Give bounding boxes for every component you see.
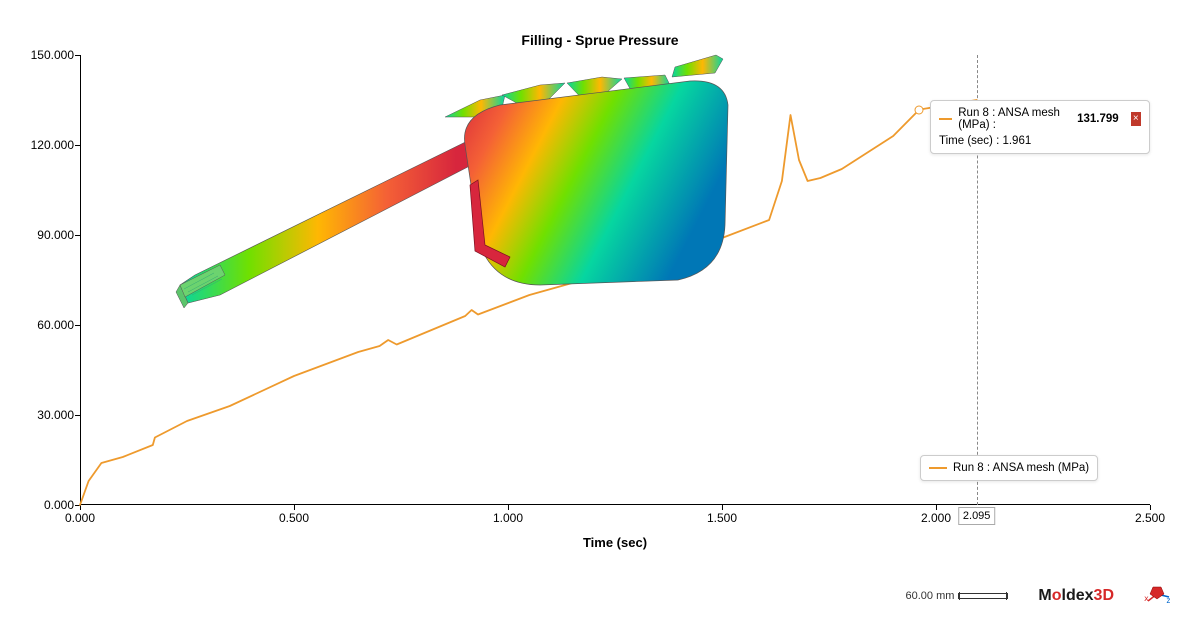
- svg-text:x: x: [1144, 594, 1149, 603]
- scale-label: 60.00 mm: [906, 590, 955, 602]
- time-cursor-label: 2.095: [958, 507, 996, 525]
- scale-bar-graphic: [958, 593, 1008, 599]
- brand-logo: Moldex3D: [1038, 587, 1114, 605]
- xtick: 1.000: [493, 511, 523, 525]
- probe-swatch: [939, 118, 952, 120]
- ytick: 30.000: [19, 408, 74, 422]
- probe-tooltip[interactable]: Run 8 : ANSA mesh (MPa) : 131.799 × Time…: [930, 100, 1150, 154]
- footer: 60.00 mm Moldex3D x z: [906, 583, 1171, 609]
- ytick: 120.000: [19, 138, 74, 152]
- probe-time-label: Time (sec) : 1.961: [939, 135, 1031, 147]
- plot-area: 0.000 30.000 60.000 90.000 120.000 150.0…: [80, 55, 1150, 505]
- legend-label: Run 8 : ANSA mesh (MPa): [953, 462, 1089, 474]
- xtick: 0.500: [279, 511, 309, 525]
- ytick: 60.000: [19, 318, 74, 332]
- probe-value: 131.799: [1077, 113, 1119, 125]
- legend[interactable]: Run 8 : ANSA mesh (MPa): [920, 455, 1098, 481]
- axis-triad-icon: x z: [1144, 583, 1170, 609]
- x-axis-label: Time (sec): [80, 535, 1150, 550]
- ytick: 90.000: [19, 228, 74, 242]
- xtick: 0.000: [65, 511, 95, 525]
- probe-marker[interactable]: [915, 105, 924, 114]
- probe-series-label: Run 8 : ANSA mesh (MPa) :: [958, 107, 1063, 131]
- svg-text:z: z: [1166, 596, 1170, 605]
- simulated-part-overlay: [170, 45, 740, 335]
- scale-bar: 60.00 mm: [906, 590, 1009, 602]
- legend-swatch: [929, 467, 947, 469]
- ytick: 0.000: [19, 498, 74, 512]
- xtick: 2.500: [1135, 511, 1165, 525]
- ytick: 150.000: [19, 48, 74, 62]
- xtick: 2.000: [921, 511, 951, 525]
- close-icon[interactable]: ×: [1131, 112, 1141, 126]
- xtick: 1.500: [707, 511, 737, 525]
